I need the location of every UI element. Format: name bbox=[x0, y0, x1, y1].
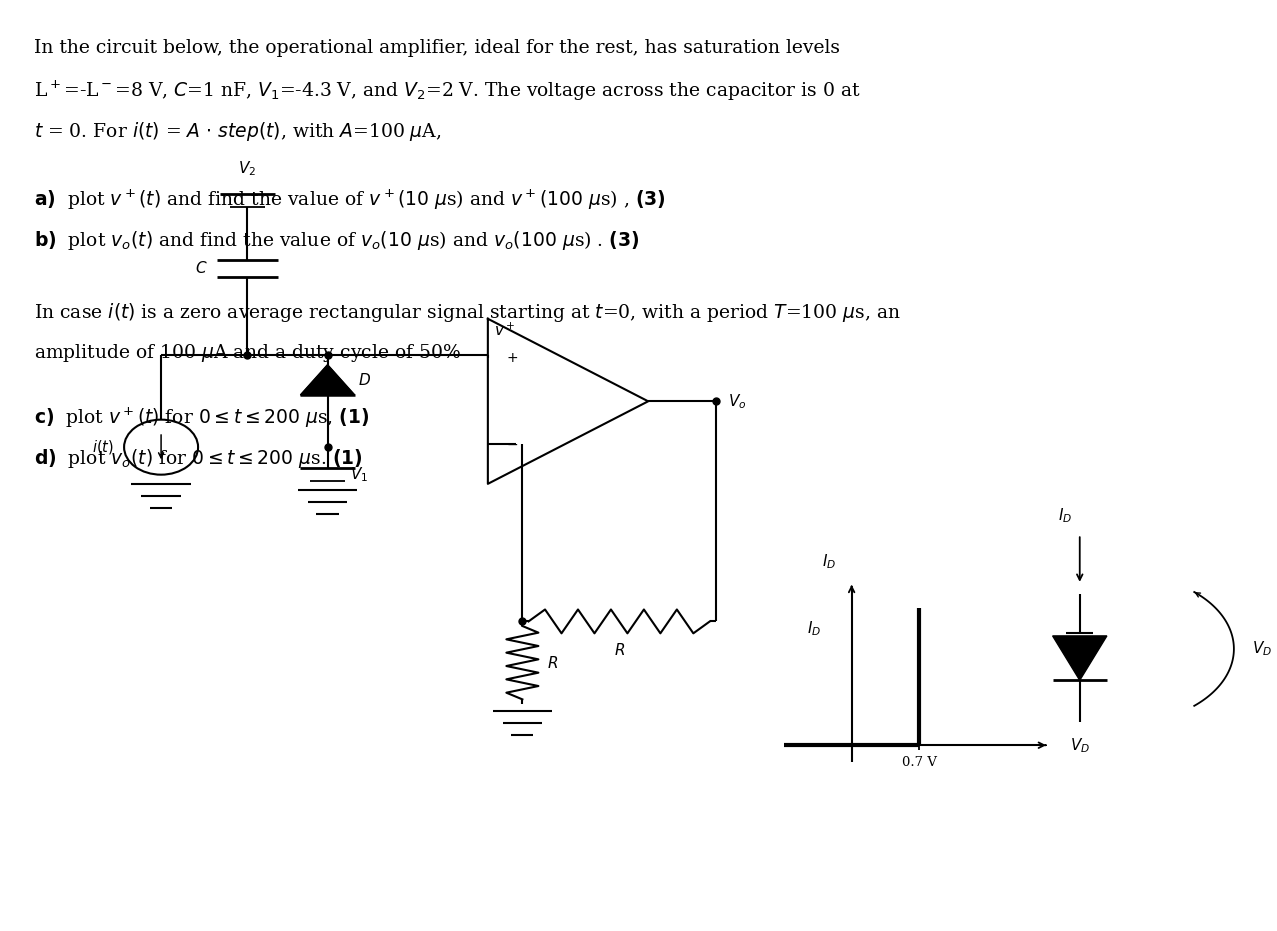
Text: $V_2$: $V_2$ bbox=[239, 159, 257, 178]
Text: L$^+$=-L$^-$=8 V, $C$=1 nF, $V_1$=-4.3 V, and $V_2$=2 V. The voltage across the : L$^+$=-L$^-$=8 V, $C$=1 nF, $V_1$=-4.3 V… bbox=[34, 79, 861, 103]
Text: $\mathbf{a)}$  plot $v^+(t)$ and find the value of $v^+(10\ \mu$s) and $v^+(100\: $\mathbf{a)}$ plot $v^+(t)$ and find the… bbox=[34, 188, 665, 212]
Text: $\mathbf{b)}$  plot $v_o(t)$ and find the value of $v_o(10\ \mu$s) and $v_o(100\: $\mathbf{b)}$ plot $v_o(t)$ and find the… bbox=[34, 229, 640, 251]
Text: $\mathbf{d)}$  plot $v_o(t)$ for $0 \leq t \leq 200\ \mu$s. $\mathbf{(1)}$: $\mathbf{d)}$ plot $v_o(t)$ for $0 \leq … bbox=[34, 447, 363, 469]
Text: $I_D$: $I_D$ bbox=[807, 619, 821, 638]
Text: amplitude of 100 $\mu$A and a duty cycle of 50%: amplitude of 100 $\mu$A and a duty cycle… bbox=[34, 342, 461, 364]
Text: $V_D$: $V_D$ bbox=[1253, 640, 1272, 658]
Text: $I_D$: $I_D$ bbox=[1057, 506, 1071, 525]
Text: $i(t)$: $i(t)$ bbox=[92, 439, 114, 456]
Polygon shape bbox=[300, 365, 355, 395]
Text: $D$: $D$ bbox=[359, 371, 372, 387]
Text: $V_1$: $V_1$ bbox=[350, 466, 368, 484]
Text: In case $i(t)$ is a zero average rectangular signal starting at $t$=0, with a pe: In case $i(t)$ is a zero average rectang… bbox=[34, 302, 902, 324]
Polygon shape bbox=[1052, 636, 1107, 681]
Text: $t$ = 0. For $i(t)$ = $A$ $\cdot$ $step(t)$, with $A$=100 $\mu$A,: $t$ = 0. For $i(t)$ = $A$ $\cdot$ $step(… bbox=[34, 120, 442, 142]
Text: $V_D$: $V_D$ bbox=[1070, 735, 1091, 754]
Text: $+$: $+$ bbox=[507, 351, 518, 365]
Text: $R$: $R$ bbox=[547, 654, 558, 670]
Text: $C$: $C$ bbox=[195, 261, 208, 277]
Text: $-$: $-$ bbox=[507, 438, 518, 452]
Text: 0.7 V: 0.7 V bbox=[902, 756, 937, 769]
Text: $\mathbf{c)}$  plot $v^+(t)$ for $0 \leq t \leq 200\ \mu$s, $\mathbf{(1)}$: $\mathbf{c)}$ plot $v^+(t)$ for $0 \leq … bbox=[34, 406, 369, 430]
Text: $V_o$: $V_o$ bbox=[728, 392, 747, 411]
Text: $R$: $R$ bbox=[614, 641, 624, 657]
Text: $I_D$: $I_D$ bbox=[822, 552, 836, 571]
Text: $v^+$: $v^+$ bbox=[494, 321, 516, 339]
Text: In the circuit below, the operational amplifier, ideal for the rest, has saturat: In the circuit below, the operational am… bbox=[34, 39, 840, 57]
